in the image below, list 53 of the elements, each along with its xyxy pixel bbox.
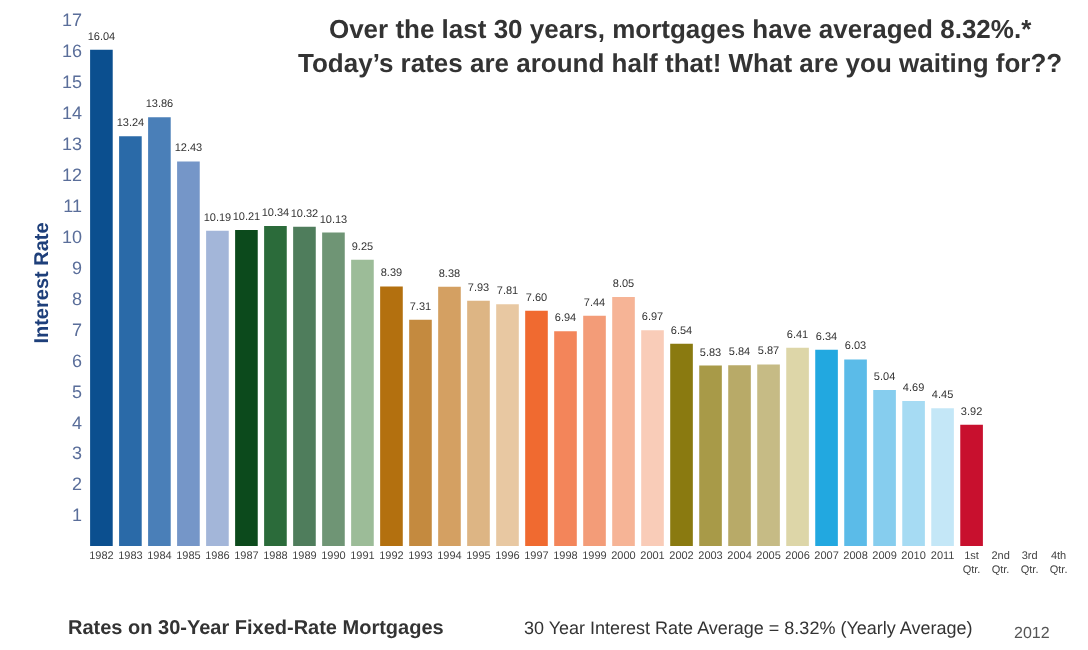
- bar: [148, 117, 171, 546]
- y-tick-label: 5: [71, 381, 82, 402]
- bar: [554, 331, 577, 546]
- y-tick-label: 13: [61, 134, 82, 155]
- bar: [438, 286, 461, 546]
- y-tick-label: 10: [61, 226, 82, 247]
- bar: [467, 300, 490, 546]
- bar: [380, 286, 403, 546]
- y-axis-title: Interest Rate: [31, 221, 54, 344]
- bar: [699, 365, 722, 546]
- bar: [670, 343, 693, 546]
- y-tick-label: 8: [71, 288, 82, 309]
- y-tick-label: 14: [61, 103, 82, 124]
- text: 30 Year Interest Rate Average = 8.32% (Yearly Average): [524, 618, 973, 638]
- y-tick-label: 16: [61, 41, 82, 62]
- bar: [525, 310, 548, 546]
- bar: [728, 365, 751, 546]
- y-tick-label: 6: [71, 350, 82, 371]
- bar: [641, 330, 664, 546]
- y-tick-label: 7: [71, 319, 82, 340]
- text: Rates on 30-Year Fixed-Rate Mortgages: [68, 618, 445, 640]
- bar: [815, 349, 838, 546]
- y-tick-label: 12: [61, 165, 82, 185]
- y-tick-label: 1: [71, 505, 82, 526]
- bar: [322, 232, 345, 546]
- bar: [496, 304, 519, 546]
- y-tick-label: 4: [71, 412, 82, 433]
- bar: [264, 226, 287, 546]
- bar: [206, 230, 229, 546]
- bar: [786, 347, 809, 546]
- bar: [90, 49, 113, 546]
- bar: [757, 364, 780, 546]
- bar: [409, 319, 432, 546]
- bar: [844, 359, 867, 546]
- chart-title: Over the last 30 years, mortgages have averaged 8.32%.* Today’s rates are around half that! What are you waiting for??: [298, 14, 1063, 78]
- text: 2012: [1014, 624, 1051, 642]
- bar: [873, 390, 896, 546]
- y-tick-label: 9: [71, 257, 82, 278]
- bar: [119, 136, 142, 546]
- bar: [293, 226, 316, 546]
- bar: [351, 259, 374, 546]
- bar: [960, 424, 983, 546]
- y-tick-label: 17: [61, 10, 82, 31]
- bar: [583, 315, 606, 546]
- bar: [931, 408, 954, 546]
- y-tick-label: 2: [71, 474, 82, 495]
- y-tick-label: 15: [61, 72, 82, 93]
- bar: [235, 230, 258, 546]
- bar: [902, 400, 925, 546]
- bar: [612, 296, 635, 546]
- y-tick-label: 11: [63, 195, 82, 216]
- bar: [177, 161, 200, 546]
- y-tick-label: 3: [71, 443, 82, 464]
